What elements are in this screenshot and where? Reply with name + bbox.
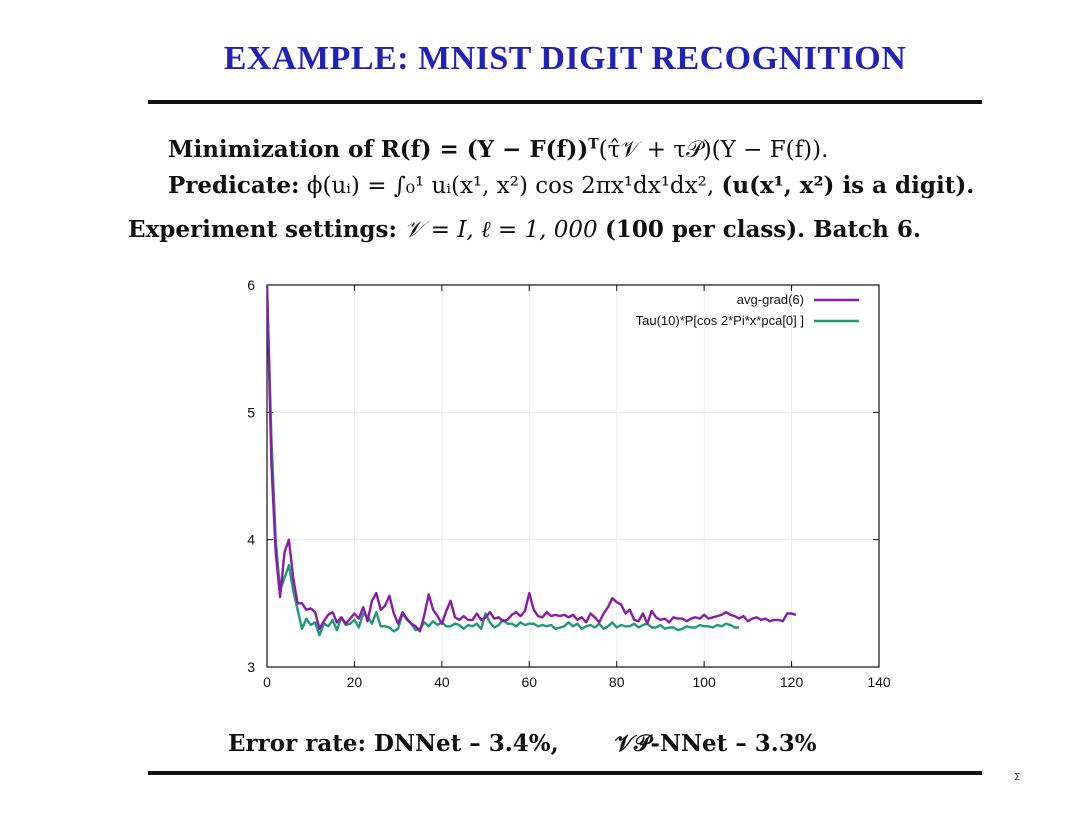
x-tick-label: 20: [347, 674, 363, 690]
settings-note: (100 per class). Batch 6.: [604, 216, 921, 243]
error-rate-vpnnet: 𝒱𝒫-NNet – 3.3%: [614, 730, 817, 757]
objective-formula-b: (τ̂𝒱 + τ𝒫)(Y − F(f)).: [598, 137, 829, 163]
legend-label: avg-grad(6): [737, 292, 804, 307]
x-tick-label: 140: [867, 674, 891, 690]
settings-formula: 𝒱 = I, ℓ = 1, 000: [404, 217, 598, 243]
x-tick-label: 80: [609, 674, 625, 690]
page-number: Σ: [1014, 772, 1021, 783]
series-line-2: [267, 285, 740, 637]
objective-formula-a: R(f) = (Y − F(f)): [380, 136, 589, 163]
predicate-label: Predicate:: [168, 172, 300, 199]
x-tick-label: 40: [434, 674, 450, 690]
predicate-formula: ϕ(uᵢ) = ∫₀¹ uᵢ(x¹, x²) cos 2πx¹dx¹dx²,: [306, 173, 715, 199]
plot-frame: [266, 284, 880, 668]
settings-line: Experiment settings: 𝒱 = I, ℓ = 1, 000 (…: [128, 216, 921, 243]
y-tick-label: 4: [247, 532, 255, 548]
error-rate-line: Error rate: DNNet – 3.4%, 𝒱𝒫-NNet – 3.3%: [228, 730, 817, 757]
x-tick-label: 0: [263, 674, 271, 690]
y-tick-label: 5: [247, 404, 255, 420]
bottom-rule: [148, 771, 982, 775]
predicate-note: (u(x¹, x²) is a digit).: [721, 172, 975, 199]
predicate-line: Predicate: ϕ(uᵢ) = ∫₀¹ uᵢ(x¹, x²) cos 2π…: [168, 172, 974, 199]
settings-label: Experiment settings:: [128, 216, 397, 243]
y-tick-label: 3: [247, 659, 255, 675]
legend-label: Tau(10)*P[cos 2*Pi*x*pca[0] ]: [636, 313, 804, 328]
series-line-1: [267, 285, 797, 633]
loss-chart: 0 20 40 60 80 100 120 140 3 4 5 6 avg-grad(6) Tau(10)…: [247, 277, 891, 690]
error-rate-dnnet: Error rate: DNNet – 3.4%,: [228, 730, 559, 757]
objective-label: Minimization of: [168, 136, 374, 163]
x-tick-label: 120: [780, 674, 804, 690]
objective-line: Minimization of R(f) = (Y − F(f))T(τ̂𝒱 +…: [168, 136, 828, 163]
x-tick-label: 100: [692, 674, 716, 690]
x-tick-label: 60: [521, 674, 537, 690]
slide-title: EXAMPLE: MNIST DIGIT RECOGNITION: [223, 40, 907, 77]
top-rule: [148, 100, 982, 104]
objective-transpose: T: [588, 136, 599, 153]
y-tick-label: 6: [247, 277, 255, 293]
